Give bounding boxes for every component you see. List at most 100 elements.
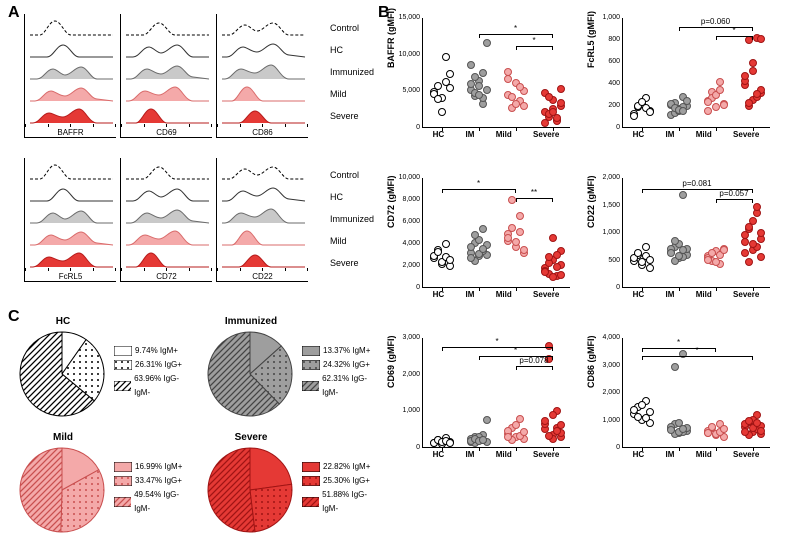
data-point (520, 246, 528, 254)
legend-text: 16.99% IgM+ (135, 460, 182, 474)
data-point (749, 240, 757, 248)
data-point (745, 99, 753, 107)
histogram-row-label: HC (330, 39, 390, 61)
significance-bracket (516, 366, 553, 370)
data-point (646, 408, 654, 416)
data-point (483, 39, 491, 47)
significance-label: * (514, 24, 517, 33)
legend-text: 62.31% IgG-IgM- (322, 372, 380, 400)
data-point (741, 72, 749, 80)
significance-bracket (516, 198, 553, 202)
data-point (475, 82, 483, 90)
data-point (557, 421, 565, 429)
group-label: IM (466, 290, 475, 299)
data-point (479, 436, 487, 444)
group-label: Severe (533, 450, 559, 459)
pie-legend: 9.74% IgM+ 26.31% IgG+ 63.96% IgG-IgM- (114, 344, 192, 400)
histogram-trace (25, 158, 116, 180)
data-point (646, 108, 654, 116)
scatter-ylabel: CD72 (gMFI) (386, 176, 396, 229)
legend-text: 49.54% IgG-IgM- (134, 488, 192, 516)
significance-bracket (642, 348, 716, 352)
data-point (446, 439, 454, 447)
data-point (757, 35, 765, 43)
pie-svg (18, 446, 108, 536)
group-label: Severe (733, 450, 759, 459)
pie-title: HC (16, 316, 110, 327)
histogram-row-label: Severe (330, 105, 390, 127)
group-label: IM (466, 450, 475, 459)
data-point (679, 246, 687, 254)
data-point (749, 67, 757, 75)
data-point (541, 417, 549, 425)
data-point (720, 246, 728, 254)
data-point (471, 73, 479, 81)
data-point (720, 101, 728, 109)
data-point (557, 85, 565, 93)
legend-item: 49.54% IgG-IgM- (114, 488, 192, 516)
y-ticks: 02,0004,0006,0008,00010,000 (402, 178, 420, 288)
data-point (757, 253, 765, 261)
pie-svg (18, 330, 108, 420)
data-point (549, 273, 557, 281)
histogram-trace (121, 202, 212, 224)
group-label: Mild (696, 130, 712, 139)
data-point (745, 223, 753, 231)
legend-text: 51.88% IgG-IgM- (322, 488, 380, 516)
data-point (545, 432, 553, 440)
scatter-plot: CD69 (gMFI) 01,0002,0003,000 **p=0.078 H… (388, 328, 576, 480)
data-point (504, 75, 512, 83)
histogram-trace (217, 246, 308, 268)
histogram-trace (217, 202, 308, 224)
histogram-trace (121, 80, 212, 102)
legend-text: 24.32% IgG+ (323, 358, 370, 372)
data-point (712, 103, 720, 111)
data-point (541, 268, 549, 276)
pie-title: Mild (16, 432, 110, 443)
data-point (549, 411, 557, 419)
legend-text: 13.37% IgM+ (323, 344, 370, 358)
scatter-plot: CD86 (gMFI) 01,0002,0003,0004,000 ** HCI… (588, 328, 776, 480)
data-point (434, 82, 442, 90)
significance-bracket (716, 36, 753, 40)
data-point (467, 243, 475, 251)
group-label: Severe (533, 290, 559, 299)
data-point (446, 70, 454, 78)
histogram-trace (217, 36, 308, 58)
data-point (667, 426, 675, 434)
significance-bracket (642, 356, 753, 360)
group-label: Mild (496, 450, 512, 459)
histogram-trace (25, 224, 116, 246)
histogram-trace (217, 224, 308, 246)
significance-label: * (514, 346, 517, 355)
group-label: Severe (733, 130, 759, 139)
data-point (642, 243, 650, 251)
data-point (512, 421, 520, 429)
data-point (646, 256, 654, 264)
legend-item: 24.32% IgG+ (302, 358, 380, 372)
histogram-row-label: Mild (330, 230, 390, 252)
y-ticks: 05001,0001,5002,000 (602, 178, 620, 288)
data-point (679, 425, 687, 433)
significance-bracket (479, 34, 553, 38)
scatter-plot: CD22 (gMFI) 05001,0001,5002,000 p=0.081p… (588, 168, 776, 320)
data-point (679, 107, 687, 115)
data-point (741, 238, 749, 246)
significance-label: p=0.081 (682, 179, 711, 188)
histogram-trace (121, 14, 212, 36)
significance-bracket (516, 46, 553, 50)
histogram-row-label: Control (330, 164, 390, 186)
data-point (683, 97, 691, 105)
data-point (504, 234, 512, 242)
legend-item: 51.88% IgG-IgM- (302, 488, 380, 516)
data-point (638, 401, 646, 409)
data-point (704, 98, 712, 106)
group-label: Mild (496, 290, 512, 299)
data-point (479, 69, 487, 77)
legend-text: 25.30% IgG+ (323, 474, 370, 488)
histogram-trace (25, 36, 116, 58)
pie-title: Immunized (204, 316, 298, 327)
histogram-row-label: Immunized (330, 61, 390, 83)
panel-a-histograms: BAFFRCD69CD86 ControlHCImmunizedMildSeve… (24, 14, 354, 282)
histogram-column: BAFFR (24, 14, 116, 138)
